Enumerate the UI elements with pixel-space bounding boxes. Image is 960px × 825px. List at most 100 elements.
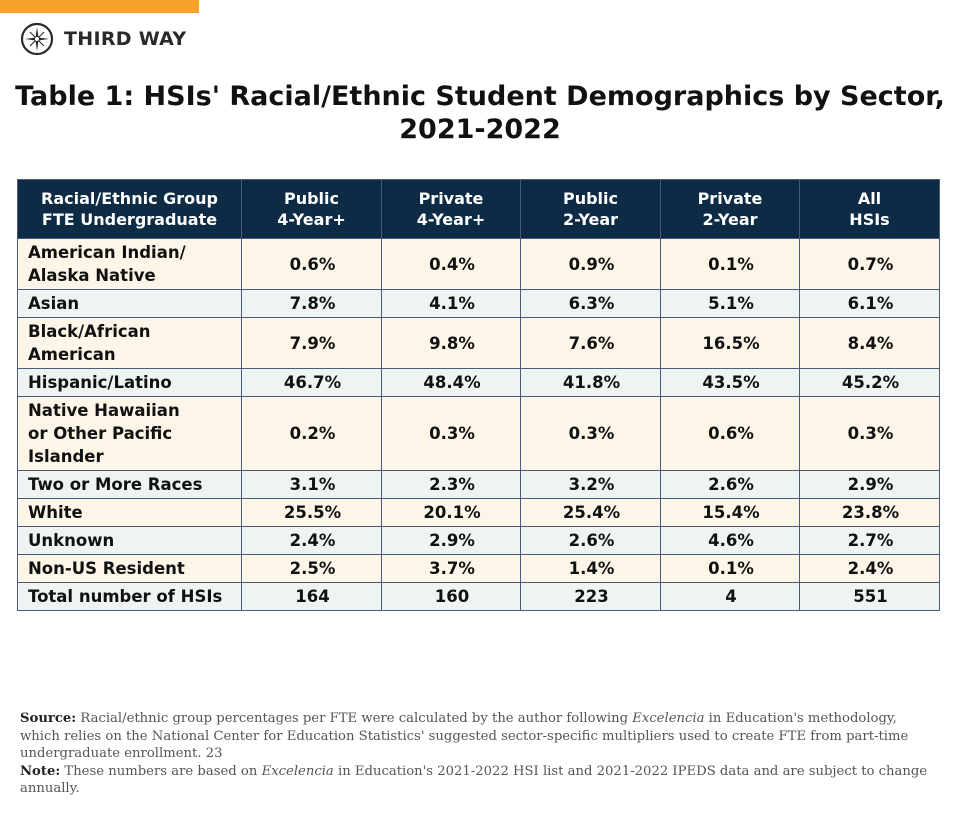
title-line-1: Table 1: HSIs' Racial/Ethnic Student Dem… xyxy=(15,81,945,112)
row-label-line: Hispanic/Latino xyxy=(28,373,172,392)
table-cell: 0.7% xyxy=(799,238,940,290)
table-cell: 3.2% xyxy=(520,470,661,499)
table-row: Non-US Resident 2.5% 3.7% 1.4% 0.1% 2.4% xyxy=(17,554,940,583)
table-cell: 4 xyxy=(660,582,800,611)
table-cell: 9.8% xyxy=(381,317,521,369)
row-label-line: Total number of HSIs xyxy=(28,587,223,606)
header-line: 4-Year+ xyxy=(277,210,346,229)
source-note: Source: Racial/ethnic group percentages … xyxy=(20,711,909,761)
footnotes: Source: Racial/ethnic group percentages … xyxy=(20,710,940,798)
brand-name: THIRD WAY xyxy=(64,28,187,50)
row-label-line: Unknown xyxy=(28,531,115,550)
third-way-logo: THIRD WAY xyxy=(20,22,186,56)
table-cell: 0.1% xyxy=(660,238,800,290)
table-cell: 23.8% xyxy=(799,498,940,527)
table-cell: 0.3% xyxy=(799,396,940,471)
row-label-line: Two or More Races xyxy=(28,475,203,494)
table-cell: 43.5% xyxy=(660,368,800,397)
header-line: 4-Year+ xyxy=(416,210,486,229)
column-header: Public 2-Year xyxy=(520,179,661,239)
table-cell: 16.5% xyxy=(660,317,800,369)
table-cell: 15.4% xyxy=(660,498,800,527)
table-cell: 0.4% xyxy=(381,238,521,290)
row-label-line: Asian xyxy=(28,294,80,313)
table-row: American Indian/Alaska Native 0.6% 0.4% 0.9… xyxy=(17,238,940,290)
row-label: Asian xyxy=(17,289,242,318)
table-cell: 3.7% xyxy=(381,554,521,583)
table-cell: 551 xyxy=(799,582,940,611)
table-cell: 8.4% xyxy=(799,317,940,369)
table-cell: 7.6% xyxy=(520,317,661,369)
accent-bar xyxy=(0,0,199,13)
table-cell: 6.3% xyxy=(520,289,661,318)
header-line: 2-Year xyxy=(562,210,619,229)
note: Note: These numbers are based on Excelen… xyxy=(20,763,928,797)
column-header: All HSIs xyxy=(799,179,940,239)
column-header-group: Racial/Ethnic Group FTE Undergraduate xyxy=(17,179,242,239)
table-cell: 164 xyxy=(241,582,382,611)
table-cell: 2.5% xyxy=(241,554,382,583)
table-cell: 0.3% xyxy=(520,396,661,471)
table-row: Hispanic/Latino 46.7% 48.4% 41.8% 43.5% 45.2% xyxy=(17,368,940,397)
table-cell: 25.4% xyxy=(520,498,661,527)
table-cell: 45.2% xyxy=(799,368,940,397)
header-line: 2-Year xyxy=(702,210,758,229)
header-line: FTE Undergraduate xyxy=(41,210,218,229)
table-row: Native Hawaiian or Other Pacific Islander 0… xyxy=(17,396,940,471)
header-line: Private xyxy=(697,189,763,208)
row-label: Hispanic/Latino xyxy=(17,368,242,397)
table-cell: 7.9% xyxy=(241,317,382,369)
table-cell: 46.7% xyxy=(241,368,382,397)
row-label-line: Black/African xyxy=(28,322,151,341)
header-line: HSIs xyxy=(849,210,890,229)
table-row: Black/African American 7.9% 9.8% 7.6% 16.5% 8.… xyxy=(17,317,940,369)
table-cell: 1.4% xyxy=(520,554,661,583)
table-cell: 2.7% xyxy=(799,526,940,555)
row-label-line: Native Hawaiian xyxy=(28,401,180,420)
row-label: Native Hawaiian or Other Pacific Islander xyxy=(17,396,242,471)
table-cell: 223 xyxy=(520,582,661,611)
table-row: White 25.5% 20.1% 25.4% 15.4% 23.8% xyxy=(17,498,940,527)
table-cell: 2.4% xyxy=(799,554,940,583)
table-cell: 2.4% xyxy=(241,526,382,555)
table-cell: 0.2% xyxy=(241,396,382,471)
row-label: Black/African American xyxy=(17,317,242,369)
table-cell: 2.6% xyxy=(660,470,800,499)
table-cell: 160 xyxy=(381,582,521,611)
header-line: All xyxy=(857,189,882,208)
row-label: American Indian/Alaska Native xyxy=(17,238,242,290)
table-cell: 2.9% xyxy=(799,470,940,499)
table-cell: 0.1% xyxy=(660,554,800,583)
table-row: Two or More Races 3.1% 2.3% 3.2% 2.6% 2.9% xyxy=(17,470,940,499)
header-line: Public xyxy=(283,189,340,208)
table-cell: 48.4% xyxy=(381,368,521,397)
row-label-line: Alaska Native xyxy=(28,266,156,285)
table-cell: 2.6% xyxy=(520,526,661,555)
table-cell: 4.6% xyxy=(660,526,800,555)
table-cell: 0.3% xyxy=(381,396,521,471)
table-cell: 0.6% xyxy=(660,396,800,471)
table-cell: 2.3% xyxy=(381,470,521,499)
row-label: Total number of HSIs xyxy=(17,582,242,611)
row-label-line: Islander xyxy=(28,447,104,466)
row-label: Unknown xyxy=(17,526,242,555)
title-line-2: 2021-2022 xyxy=(399,114,561,145)
row-label: Non-US Resident xyxy=(17,554,242,583)
row-label-line: American Indian/ xyxy=(28,243,186,262)
header-line: Racial/Ethnic Group xyxy=(41,189,218,208)
table-cell: 2.9% xyxy=(381,526,521,555)
table-row: Total number of HSIs 164 160 223 4 551 xyxy=(17,582,940,611)
demographics-table: Racial/Ethnic Group FTE Undergraduate Publ… xyxy=(17,179,940,611)
table-cell: 7.8% xyxy=(241,289,382,318)
row-label-line: White xyxy=(28,503,83,522)
page-title: Table 1: HSIs' Racial/Ethnic Student Dem… xyxy=(0,80,960,146)
table-row: Asian 7.8% 4.1% 6.3% 5.1% 6.1% xyxy=(17,289,940,318)
row-label: White xyxy=(17,498,242,527)
row-label-line: or Other Pacific xyxy=(28,424,173,443)
table-cell: 6.1% xyxy=(799,289,940,318)
table-row: Unknown 2.4% 2.9% 2.6% 4.6% 2.7% xyxy=(17,526,940,555)
table-cell: 0.9% xyxy=(520,238,661,290)
table-cell: 5.1% xyxy=(660,289,800,318)
row-label-line: American xyxy=(28,345,116,364)
row-label-line: Non-US Resident xyxy=(28,559,185,578)
